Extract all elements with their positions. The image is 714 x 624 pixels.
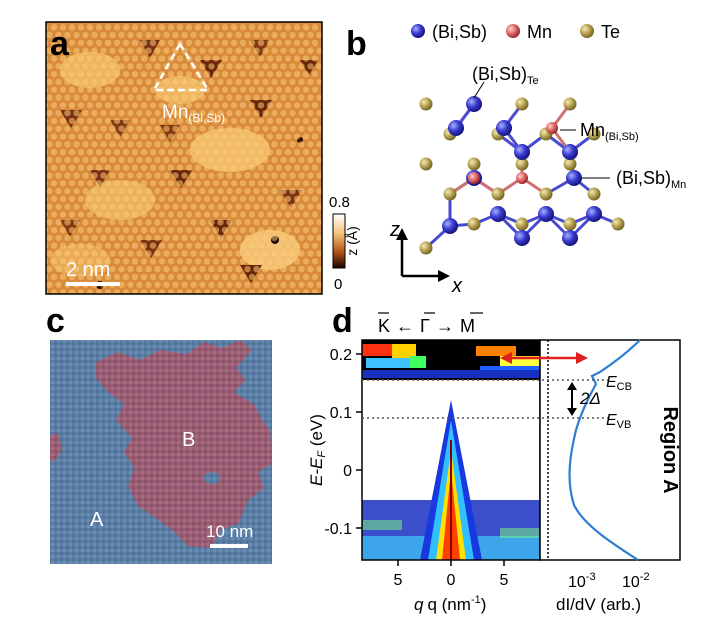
callout-bisb-mn: (Bi,Sb)Mn [616, 168, 686, 191]
bisb-atom [448, 120, 464, 136]
red-arrowhead-left [500, 352, 512, 364]
z-axis-label: z [389, 219, 400, 241]
legend-mn: Mn [527, 22, 552, 42]
xtick-right-1: 10-3 [568, 571, 596, 591]
x-axis-label: x [451, 275, 463, 297]
colorbar [332, 213, 346, 269]
panel-b: b (Bi,Sb) Mn Te (Bi,Sb)Te Mn(Bi,Sb) (Bi,… [346, 22, 686, 297]
te-atom [467, 157, 481, 171]
region-a-hole [204, 472, 220, 484]
panel-a-scalebar-label: 2 nm [66, 259, 110, 281]
mn-atom [468, 172, 480, 184]
bisb-atom [538, 206, 554, 222]
panel-c-scalebar-label: 10 nm [206, 522, 253, 541]
panel-c-label: c [46, 302, 65, 340]
te-atom [491, 187, 505, 201]
region-b-area [96, 340, 272, 548]
ecb-label: ECB [606, 374, 632, 393]
x-ticks-left: 5 0 5 [394, 560, 509, 589]
te-atom [419, 157, 433, 171]
te-atom [611, 217, 625, 231]
red-arrowhead-right [576, 352, 588, 364]
x-axis-arrowhead [438, 270, 450, 282]
legend-bisb: (Bi,Sb) [432, 22, 487, 42]
y-axis-label: E-EF (eV) [307, 414, 328, 486]
mn-atom [516, 172, 528, 184]
colorbar-min: 0 [334, 276, 342, 293]
panel-d-label: d [332, 302, 353, 340]
bisb-atom [466, 96, 482, 112]
region-b-label: B [182, 429, 195, 451]
path-label: K ← Γ → M [378, 316, 475, 336]
panel-d: d K ← Γ → M [307, 302, 681, 614]
qpi-map [362, 340, 540, 560]
mn-site-triangle [151, 41, 211, 92]
mn-annotation: Mn(Bi,Sb) [162, 102, 225, 125]
panel-a: Mn(Bi,Sb) a 2 nm 0.8 0 z (Å) [45, 21, 360, 295]
panel-a-frame [45, 21, 323, 295]
didv-curve [568, 339, 641, 561]
stm-atomic-lattice [46, 22, 322, 294]
te-atom [467, 217, 481, 231]
te-atom [419, 97, 433, 111]
region-a-label: A [90, 509, 104, 531]
x-tick-label: 5 [394, 572, 403, 589]
x-tick-label: 0 [447, 572, 456, 589]
bisb-atom [496, 120, 512, 136]
te-atom [563, 97, 577, 111]
te-atom [587, 187, 601, 201]
te-atom [563, 157, 577, 171]
gap-arrowhead-down [567, 408, 577, 416]
y-tick-label: -0.1 [324, 521, 352, 538]
te-atom [563, 217, 577, 231]
te-atom [515, 217, 529, 231]
panel-a-label: a [50, 25, 70, 63]
xtick-right-2: 10-2 [622, 571, 650, 591]
te-atom [587, 127, 601, 141]
bisb-atom [442, 218, 458, 234]
bisb-atom [562, 144, 578, 160]
region-b-fragment [50, 432, 62, 462]
x-tick-label: 5 [500, 572, 509, 589]
callout-line-bisb-te [473, 81, 485, 99]
legend-mn-marker [506, 24, 520, 38]
colorbar-max: 0.8 [329, 194, 350, 211]
callout-bisb-te: (Bi,Sb)Te [472, 64, 539, 87]
panel-b-label: b [346, 25, 367, 63]
te-atom [515, 157, 529, 171]
colorbar-label: z (Å) [344, 226, 360, 256]
legend-bisb-marker [411, 24, 425, 38]
x-axis-label-right: dI/dV (arb.) [556, 595, 641, 614]
bisb-atom [586, 206, 602, 222]
panel-a-scalebar [66, 282, 120, 286]
crystal-structure [419, 96, 625, 255]
te-atom [539, 187, 553, 201]
mn-atom [546, 122, 558, 134]
y-tick-label: 0.2 [330, 347, 352, 364]
te-atom [443, 187, 457, 201]
bisb-atom [490, 206, 506, 222]
y-tick-label: 0 [343, 463, 352, 480]
evb-label: EVB [606, 412, 631, 431]
z-axis-arrowhead [396, 228, 408, 240]
legend-te: Te [601, 22, 620, 42]
panel-c: c B A 10 nm [46, 302, 272, 564]
y-tick-label: 0.1 [330, 405, 352, 422]
gap-arrowhead-up [567, 382, 577, 390]
bisb-atom [566, 170, 582, 186]
legend-te-marker [580, 24, 594, 38]
y-ticks: 0.2 0.1 0 -0.1 [324, 347, 362, 538]
te-atom [515, 97, 529, 111]
gap-label: 2Δ [579, 389, 601, 408]
bisb-atom [514, 230, 530, 246]
region-title: Region A [659, 406, 681, 493]
bisb-atom [514, 144, 530, 160]
panel-c-scalebar [210, 544, 248, 548]
te-atom [419, 241, 433, 255]
bisb-atom [562, 230, 578, 246]
didv-frame [539, 339, 681, 561]
callout-mn: Mn(Bi,Sb) [580, 120, 639, 143]
